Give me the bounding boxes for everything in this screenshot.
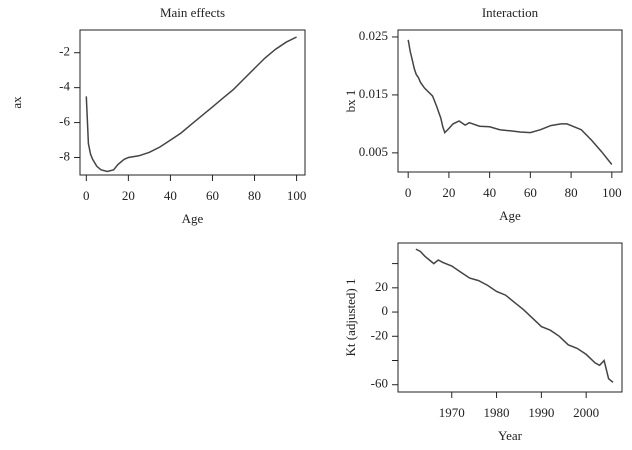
x-tick-label: 1990 — [528, 405, 554, 420]
x-axis-label: Age — [182, 211, 204, 226]
x-tick-label: 0 — [405, 185, 412, 200]
y-axis-label: bx 1 — [343, 90, 358, 113]
x-tick-label: 40 — [483, 185, 496, 200]
x-tick-label: 20 — [122, 188, 135, 203]
y-tick-label: -4 — [59, 79, 70, 94]
y-tick-label: 0 — [382, 303, 389, 318]
y-tick-label: -60 — [371, 376, 388, 391]
y-tick-label: 0.015 — [359, 86, 388, 101]
panel-title: Main effects — [160, 5, 225, 20]
x-tick-label: 60 — [206, 188, 219, 203]
x-tick-label: 20 — [442, 185, 455, 200]
x-tick-label: 0 — [83, 188, 90, 203]
data-line — [85, 36, 297, 173]
x-tick-label: 100 — [287, 188, 307, 203]
x-tick-label: 80 — [565, 185, 578, 200]
data-line — [407, 39, 613, 165]
x-tick-label: 1980 — [484, 405, 510, 420]
y-tick-label: -6 — [59, 114, 70, 129]
x-axis-label: Year — [498, 428, 523, 443]
x-tick-label: 80 — [248, 188, 261, 203]
y-tick-label: -8 — [59, 149, 70, 164]
x-tick-label: 60 — [524, 185, 537, 200]
y-tick-label: -20 — [371, 327, 388, 342]
y-tick-label: 0.005 — [359, 144, 388, 159]
x-tick-label: 100 — [602, 185, 622, 200]
plot-frame — [79, 29, 306, 176]
x-axis-label: Age — [499, 208, 521, 223]
plot-frame — [397, 29, 623, 173]
y-tick-label: 20 — [375, 279, 388, 294]
y-tick-label: 0.025 — [359, 28, 388, 43]
y-axis-label: ax — [9, 96, 24, 109]
x-tick-label: 40 — [164, 188, 177, 203]
x-tick-label: 1970 — [439, 405, 465, 420]
plot-frame — [397, 242, 623, 393]
x-tick-label: 2000 — [573, 405, 599, 420]
y-tick-label: -2 — [59, 44, 70, 59]
y-axis-label: Kt (adjusted) 1 — [343, 279, 358, 357]
data-line — [415, 248, 614, 383]
panel-title: Interaction — [482, 5, 539, 20]
